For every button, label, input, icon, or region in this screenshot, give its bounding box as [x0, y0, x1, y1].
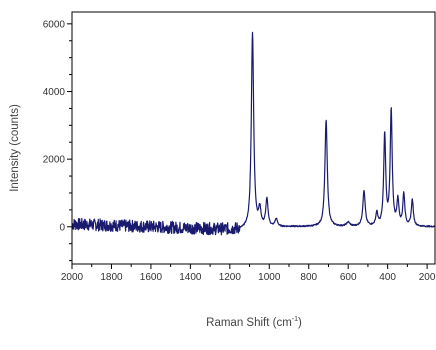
y-tick-label: 0 — [59, 222, 65, 233]
x-axis-label-main: Raman Shift (cm — [206, 317, 292, 329]
x-tick-label: 1800 — [100, 272, 123, 283]
x-tick-label: 600 — [340, 272, 357, 283]
y-tick-label: 2000 — [43, 155, 66, 166]
x-tick-label: 1200 — [219, 272, 242, 283]
x-tick-label: 2000 — [61, 272, 84, 283]
series-line — [71, 31, 436, 236]
y-tick-label: 6000 — [43, 19, 66, 30]
x-tick-label: 1400 — [179, 272, 202, 283]
x-tick-label: 800 — [300, 272, 317, 283]
axis-ticks — [67, 23, 428, 269]
x-tick-label: 1600 — [140, 272, 163, 283]
x-tick-label: 1000 — [258, 272, 281, 283]
y-axis-label: Intensity (counts) — [9, 104, 21, 192]
y-tick-label: 4000 — [43, 87, 66, 98]
plot-frame — [71, 11, 436, 265]
axis-tick-labels: 2000 1800 1600 1400 1200 1000 800 600 400 2000200… — [43, 19, 436, 283]
x-axis-label-end: ) — [298, 317, 302, 329]
x-tick-label: 200 — [419, 272, 436, 283]
x-tick-label: 400 — [379, 272, 396, 283]
x-axis-label-superscript: -1 — [292, 316, 298, 323]
x-axis-label: Raman Shift (cm-1) — [206, 316, 302, 329]
